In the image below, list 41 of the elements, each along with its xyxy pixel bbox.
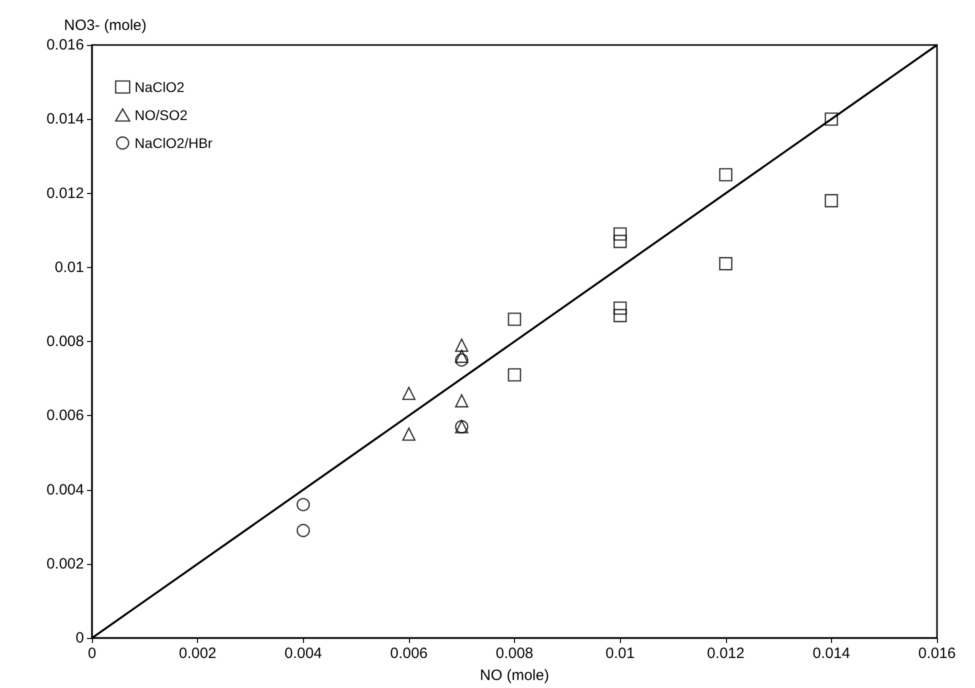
point bbox=[455, 394, 468, 408]
point bbox=[824, 194, 838, 208]
x-tick-label: 0.01 bbox=[606, 645, 635, 662]
point bbox=[508, 312, 522, 326]
point bbox=[719, 168, 732, 182]
x-tick-label: 0.014 bbox=[812, 645, 850, 662]
y-tick-label: 0.016 bbox=[46, 36, 84, 54]
x-tick-label: 0 bbox=[88, 645, 96, 662]
x-axis-title: NO (mole) bbox=[480, 667, 550, 684]
y-tick-label: 0.002 bbox=[46, 555, 84, 572]
x-tick-label: 0.004 bbox=[284, 645, 322, 662]
point bbox=[824, 112, 838, 126]
x-tick-label: 0.006 bbox=[390, 645, 428, 662]
x-tick-label: 0.012 bbox=[706, 645, 745, 662]
y-tick-label: 0.01 bbox=[54, 258, 84, 276]
point bbox=[613, 227, 627, 241]
y-axis-title: NO3- (mole) bbox=[64, 17, 147, 34]
point bbox=[402, 386, 416, 400]
x-tick-label: 0.008 bbox=[496, 645, 534, 662]
point bbox=[402, 428, 416, 441]
y-tick-label: 0.006 bbox=[46, 407, 84, 424]
x-tick-label: 0.002 bbox=[178, 645, 216, 662]
point bbox=[455, 338, 468, 352]
point bbox=[613, 308, 627, 322]
x-tick-label: 0.016 bbox=[918, 645, 956, 662]
point bbox=[296, 498, 310, 512]
y-tick-label: 0.008 bbox=[46, 333, 84, 350]
point bbox=[455, 350, 468, 363]
legend-label: NO/SO2 bbox=[134, 107, 188, 123]
y-tick-label: 0.012 bbox=[46, 184, 84, 202]
point bbox=[719, 257, 732, 270]
y-tick-label: 0.014 bbox=[46, 110, 84, 128]
point bbox=[508, 368, 522, 382]
point bbox=[455, 353, 468, 367]
legend-label: NaClO2 bbox=[134, 79, 185, 95]
y-tick-label: 0 bbox=[76, 630, 84, 646]
point bbox=[613, 234, 627, 248]
point bbox=[613, 301, 627, 315]
legend-label: NaClO2/HBr bbox=[134, 135, 213, 151]
point bbox=[296, 524, 310, 538]
y-tick-label: 0.004 bbox=[46, 481, 84, 498]
